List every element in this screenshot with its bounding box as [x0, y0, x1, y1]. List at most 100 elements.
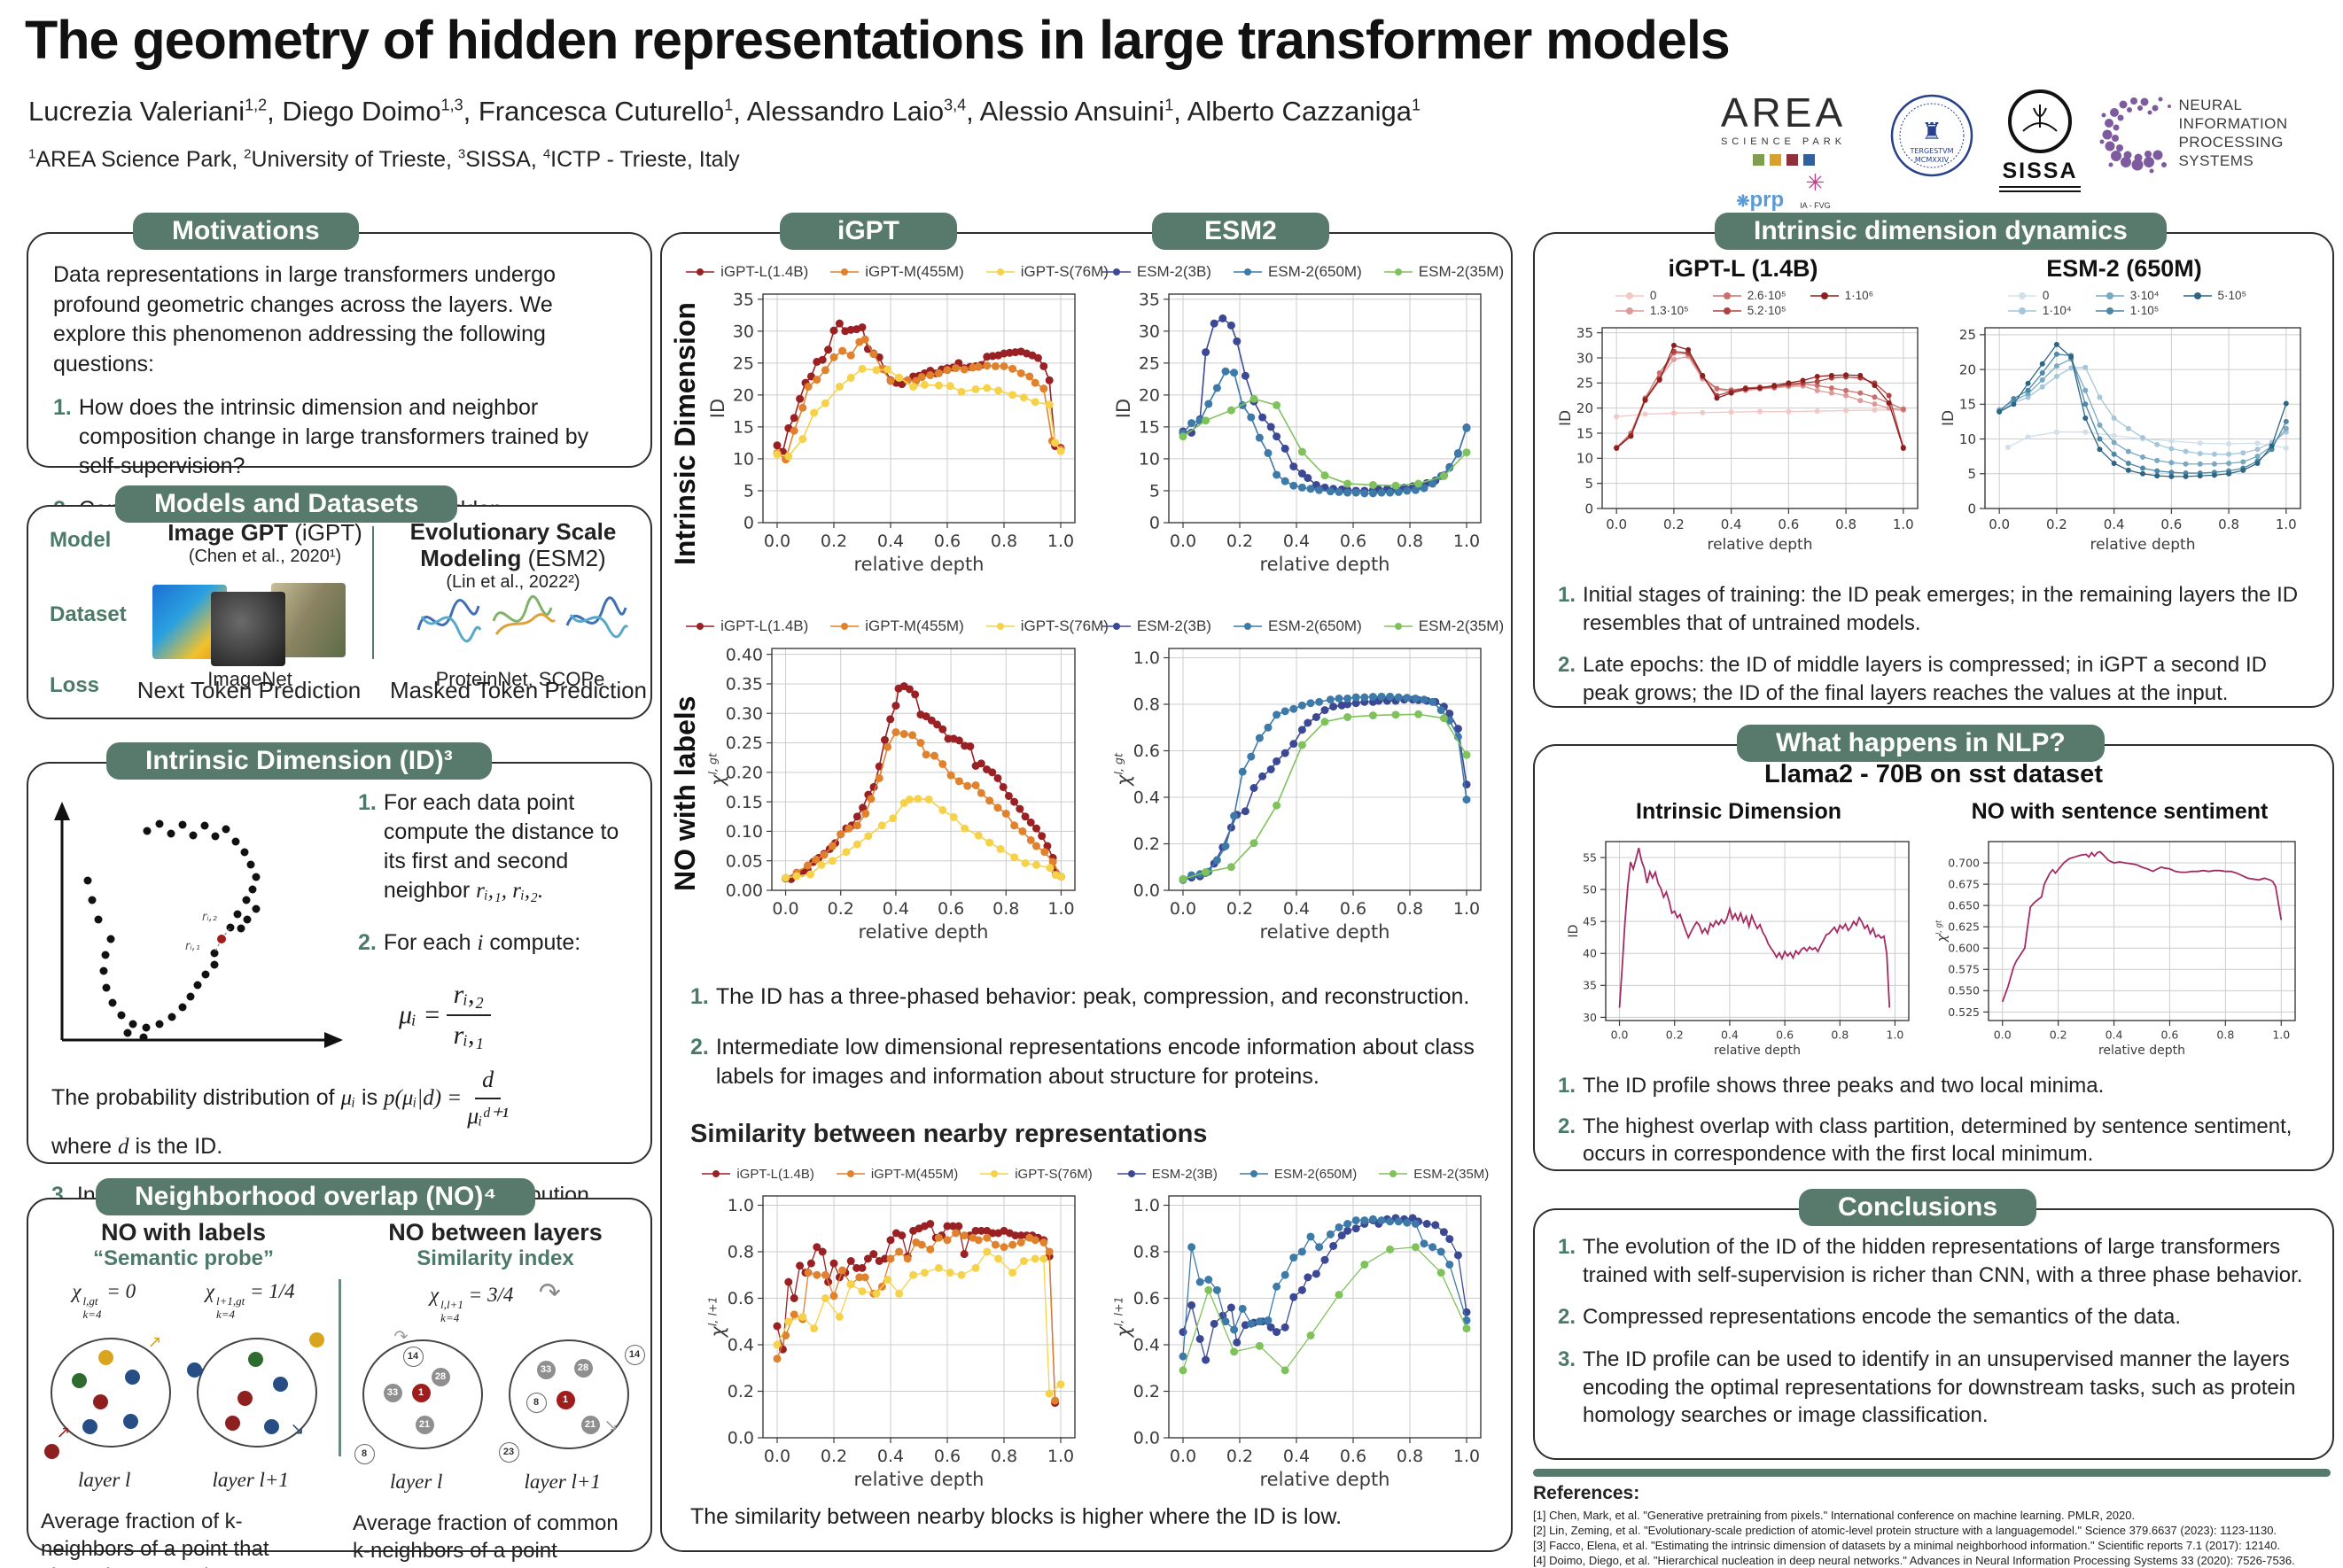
svg-text:χl, l+1: χl, l+1: [1112, 1296, 1134, 1338]
no-labels-formulas: χ l,gt k=4 = 0 χ l+1,gt k=4 = 1/4: [72, 1280, 295, 1321]
svg-text:0.35: 0.35: [726, 675, 763, 695]
svg-text:ID: ID: [1113, 399, 1134, 418]
svg-text:0.6: 0.6: [1340, 899, 1366, 919]
esm-dataset-label: ProteinNet, SCOPe: [435, 668, 605, 690]
imagenet-thumbnails: [144, 578, 356, 666]
svg-text:10: 10: [1576, 451, 1593, 467]
svg-text:relative depth: relative depth: [2090, 536, 2195, 554]
no-labels-subtitle: “Semantic probe”: [92, 1246, 275, 1270]
dynamics-panel: iGPT-L (1.4B) ESM-2 (650M) 0 1.3·10⁵ 2.6·1…: [1533, 232, 2334, 708]
svg-text:0.0: 0.0: [1170, 899, 1196, 919]
nlp-no-title: NO with sentence sentiment: [1971, 799, 2269, 824]
svg-text:25: 25: [1959, 327, 1976, 343]
svg-text:χl, l+1: χl, l+1: [706, 1296, 728, 1338]
svg-text:ID: ID: [707, 399, 728, 418]
area-color-squares: [1688, 154, 1879, 166]
svg-text:MCMXXIV: MCMXXIV: [1915, 156, 1950, 164]
no-labels-caption: Average fraction of k-neighbors of a poi…: [41, 1509, 269, 1568]
svg-text:0.0: 0.0: [772, 899, 798, 919]
svg-text:10: 10: [1959, 431, 1976, 447]
svg-text:25: 25: [1139, 353, 1160, 373]
esm-id-legend: ESM-2(3B) ESM-2(650M) ESM-2(35M): [1101, 260, 1504, 283]
enter-arrow-icon: ↗: [56, 1423, 71, 1442]
no-layers-half: NO between layers Similarity index χ l,l+…: [349, 1219, 645, 1568]
esm-sim-chart: 0.0 0.2 0.4 0.6 0.8 1.0 0.0 0.2 0.4 0.6 0.8 1.0 rela…: [1112, 1195, 1482, 1490]
svg-text:0.6: 0.6: [1133, 1289, 1160, 1308]
esm-sim-legend: ESM-2(3B) ESM-2(650M) ESM-2(35M): [1112, 1162, 1493, 1185]
row-label-no-with-labels: NO with labels: [669, 695, 701, 891]
svg-text:0.2: 0.2: [821, 1447, 847, 1466]
svg-text:0.550: 0.550: [1948, 984, 1980, 997]
svg-text:0.0: 0.0: [1989, 516, 2010, 532]
svg-text:0.2: 0.2: [1663, 516, 1685, 532]
layer-l-label: layer l: [390, 1470, 443, 1493]
area-logo-text: AREA: [1720, 89, 1847, 136]
igpt-pill: iGPT: [780, 213, 957, 250]
svg-text:15: 15: [1139, 418, 1160, 438]
exit-arrow-icon: ↗: [147, 1332, 162, 1352]
svg-text:0.8: 0.8: [2216, 1029, 2234, 1042]
svg-text:1.0: 1.0: [1133, 1196, 1160, 1215]
svg-text:0.4: 0.4: [1133, 1336, 1160, 1355]
svg-text:50: 50: [1583, 882, 1597, 896]
svg-text:0.2: 0.2: [1133, 834, 1160, 854]
svg-text:0.2: 0.2: [2046, 516, 2067, 532]
middle-findings: 1. The ID has a three-phased behavior: pe…: [690, 984, 1475, 1089]
nlp-id-title: Intrinsic Dimension: [1636, 799, 1841, 824]
svg-text:relative depth: relative depth: [858, 921, 988, 943]
page-title: The geometry of hidden representations i…: [25, 10, 1731, 70]
sissa-logo-text: SISSA: [2002, 159, 2078, 183]
dynamics-esm-chart-block: 0 1·10⁴ 3·10⁴ 1·10⁵ 5·10⁵ 0.0 0.2 0.4 0.6 0.8 1.0…: [1940, 289, 2313, 559]
exit-arrow-icon: ↘: [603, 1416, 619, 1435]
svg-text:1.0: 1.0: [1453, 1447, 1480, 1466]
svg-text:0.0: 0.0: [1133, 881, 1160, 901]
svg-text:χl, gt: χl, gt: [1935, 920, 1950, 943]
svg-text:10: 10: [1139, 450, 1160, 470]
svg-text:relative depth: relative depth: [1707, 536, 1812, 554]
svg-text:0: 0: [743, 514, 754, 533]
svg-text:35: 35: [1583, 979, 1597, 992]
svg-text:0.0: 0.0: [1170, 532, 1196, 551]
no-layers-formula: χ l,l+1 k=4 = 3/4 ↷: [430, 1278, 561, 1324]
layer-l-ids: 14 28 33 1 21 ↷: [362, 1329, 483, 1449]
motivations-pill: Motivations: [133, 213, 359, 250]
dynamics-igpt-legend: 0 1.3·10⁵ 2.6·10⁵ 5.2·10⁵ 1·10⁶: [1558, 289, 1930, 317]
svg-text:1.0: 1.0: [1887, 1029, 1904, 1042]
svg-text:25: 25: [733, 353, 754, 373]
svg-text:1.0: 1.0: [2276, 516, 2297, 532]
svg-text:0.0: 0.0: [1994, 1029, 2012, 1042]
svg-text:0.700: 0.700: [1948, 856, 1980, 869]
layer-l-label: layer l: [78, 1468, 131, 1491]
nlp-subtitle: Llama2 - 70B on sst dataset: [1764, 760, 2103, 788]
svg-text:20: 20: [1139, 386, 1160, 406]
svg-text:0.4: 0.4: [1283, 532, 1310, 551]
dynamics-igpt-chart-block: 0 1.3·10⁵ 2.6·10⁵ 5.2·10⁵ 1·10⁶ 0.0 0.2 0.4 0.6…: [1557, 289, 1930, 559]
svg-text:relative depth: relative depth: [2098, 1044, 2185, 1058]
university-trieste-seal: ♜ TERGESTVM MCMXXIV: [1886, 93, 1978, 182]
svg-text:ID: ID: [1941, 410, 1958, 426]
svg-text:45: 45: [1583, 915, 1597, 928]
nlp-findings: 1. The ID profile shows three peaks and t…: [1558, 1074, 2292, 1167]
svg-text:0.8: 0.8: [728, 1243, 754, 1262]
esm-no-legend: ESM-2(3B) ESM-2(650M) ESM-2(35M): [1101, 615, 1504, 638]
svg-text:0.8: 0.8: [992, 899, 1019, 919]
igpt-id-chart-block: iGPT-L(1.4B) iGPT-M(455M) iGPT-S(76M) 0.0 0…: [686, 260, 1109, 580]
svg-text:0.4: 0.4: [883, 899, 909, 919]
svg-text:10: 10: [733, 450, 754, 470]
row-label-dataset: Dataset: [50, 602, 127, 626]
igpt-sim-legend: iGPT-L(1.4B) iGPT-M(455M) iGPT-S(76M): [702, 1162, 1093, 1185]
exit-arrow-icon: ↘: [290, 1419, 305, 1439]
svg-text:0.10: 0.10: [726, 822, 763, 842]
igpt-loss-label: Next Token Prediction: [136, 677, 362, 703]
svg-text:relative depth: relative depth: [1259, 921, 1389, 943]
row-label-intrinsic-dimension: Intrinsic Dimension: [669, 302, 701, 565]
svg-text:0.30: 0.30: [726, 704, 763, 724]
svg-text:30: 30: [733, 322, 754, 341]
igpt-no-chart-block: iGPT-L(1.4B) iGPT-M(455M) iGPT-S(76M) 0.0 0…: [686, 615, 1109, 948]
svg-text:35: 35: [733, 290, 754, 309]
igpt-sim-chart-block: iGPT-L(1.4B) iGPT-M(455M) iGPT-S(76M) 0.0 0…: [702, 1162, 1093, 1495]
references-heading: References:: [1533, 1483, 1640, 1503]
svg-text:0.6: 0.6: [934, 532, 961, 551]
dynamics-esm-title: ESM-2 (650M): [2046, 255, 2202, 282]
svg-text:relative depth: relative depth: [1259, 1469, 1389, 1490]
